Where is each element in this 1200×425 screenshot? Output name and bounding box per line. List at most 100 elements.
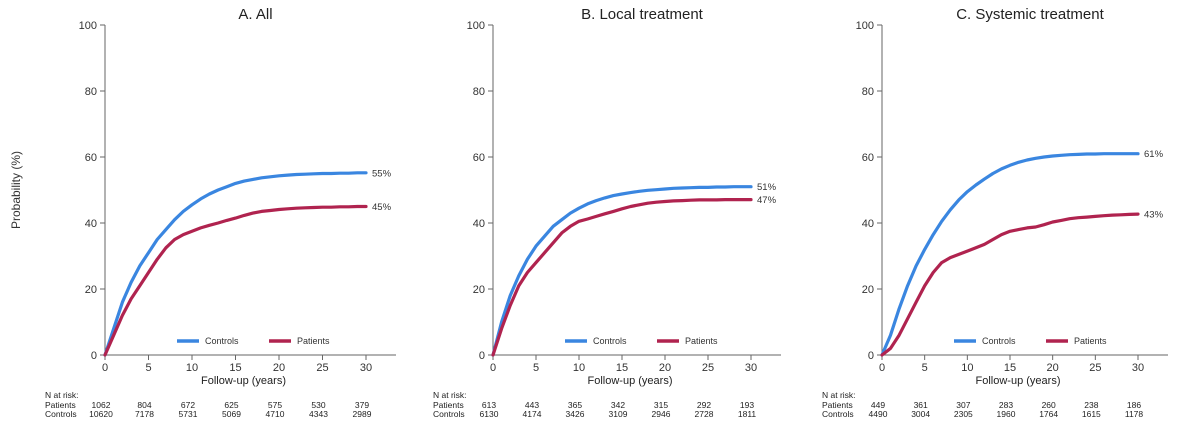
panel-b-title: B. Local treatment [581,6,704,23]
panel-b-y-tick-label: 40 [473,218,485,230]
panel-b-risk-controls-value: 2728 [695,409,714,419]
panel-b: B. Local treatment 0 20 40 60 80 100 0 5 10 15 20 25… [433,6,781,419]
panel-a-risk-controls-value: 7178 [135,409,154,419]
panel-a-series-patients [103,204,368,357]
panel-c-risk-controls-value: 1615 [1082,409,1101,419]
panel-a-risk-controls-value: 2989 [353,409,372,419]
y-axis-label: Probability (%) [9,151,23,229]
panel-a-y-tick-label: 60 [85,152,97,164]
panel-b-risk-header: N at risk: [433,390,467,400]
panel-a-risk-patients-value: 672 [181,400,195,410]
panel-a-title: A. All [238,6,272,23]
panel-a-risk-patients-value: 1062 [92,400,111,410]
panel-b-risk-controls-value: 2946 [652,409,671,419]
panel-b-risk-controls-value: 1811 [738,409,757,419]
panel-c-x-tick-label: 0 [879,362,885,374]
panel-a-risk-controls-value: 5069 [222,409,241,419]
panel-c-risk-controls-value: 1764 [1039,409,1058,419]
panel-a-risk-controls-value: 4710 [266,409,285,419]
panel-c-y-tick-label: 20 [862,284,874,296]
panel-b-risk-patients-value: 613 [482,400,496,410]
panel-b-risk-controls-value: 6130 [480,409,499,419]
panel-b-x-tick-label: 20 [659,362,671,374]
panel-b-end-label-patients: 47% [757,195,777,206]
panel-a-risk-controls-value: 10620 [89,409,113,419]
panel-c-title: C. Systemic treatment [956,6,1104,23]
panel-a-x-tick-label: 20 [273,362,285,374]
panel-c-series-patients [880,212,1140,357]
panel-c-risk-controls-value: 3004 [911,409,930,419]
panel-b-x-tick-label: 5 [533,362,539,374]
panel-b-risk-patients-value: 342 [611,400,625,410]
panel-b-risk-row-label-patients: Patients [433,400,464,410]
panel-c-risk-controls-value: 2305 [954,409,973,419]
panel-b-x-tick-label: 30 [745,362,757,374]
panel-b-y-tick-label: 80 [473,86,485,98]
panel-c-risk-patients-value: 260 [1042,400,1056,410]
panel-b-risk-patients-value: 315 [654,400,668,410]
panel-a-end-label-controls: 55% [372,168,392,179]
panel-b-risk-patients-value: 292 [697,400,711,410]
panel-b-x-tick-label: 25 [702,362,714,374]
panel-b-x-tick-label: 15 [616,362,628,374]
panel-c-y-tick-label: 40 [862,218,874,230]
panel-a-y-tick-label: 100 [79,20,97,32]
panel-c: C. Systemic treatment 0 20 40 60 80 100 0 5 10 15 2… [822,6,1168,419]
panel-c-risk-controls-value: 1178 [1125,409,1144,419]
panel-b-series-controls [491,185,753,357]
panel-a-x-tick-label: 0 [102,362,108,374]
panel-b-risk-controls-value: 4174 [523,409,542,419]
panel-c-y-tick-label: 0 [868,350,874,362]
panel-b-y-tick-label: 100 [467,20,485,32]
panel-c-y-tick-label: 80 [862,86,874,98]
panel-a-y-tick-label: 40 [85,218,97,230]
panel-a-risk-patients-value: 625 [224,400,238,410]
panel-b-risk-controls-value: 3109 [609,409,628,419]
panel-a-risk-controls-value: 5731 [179,409,198,419]
panel-a-x-tick-label: 10 [186,362,198,374]
panel-b-risk-patients-value: 193 [740,400,754,410]
panel-c-legend-label-controls: Controls [982,336,1016,346]
panel-c-risk-controls-value: 4490 [869,409,888,419]
panel-b-series-patients [491,198,753,357]
panel-a-risk-patients-value: 530 [311,400,325,410]
panel-a-y-tick-label: 80 [85,86,97,98]
panel-b-x-tick-label: 10 [573,362,585,374]
panel-a-risk-header: N at risk: [45,390,79,400]
panel-c-risk-row-label-controls: Controls [822,409,854,419]
panel-a-x-tick-label: 30 [360,362,372,374]
panel-b-legend-label-controls: Controls [593,336,627,346]
panel-c-x-tick-label: 30 [1132,362,1144,374]
panel-c-risk-header: N at risk: [822,390,856,400]
panel-c-risk-patients-value: 283 [999,400,1013,410]
panel-c-end-label-patients: 43% [1144,210,1164,221]
panel-b-x-axis-label: Follow-up (years) [588,375,673,387]
panel-c-x-tick-label: 25 [1089,362,1101,374]
panel-c-x-tick-label: 5 [922,362,928,374]
panel-a: A. All 0 20 40 60 80 100 0 5 10 15 20 25 30 Follow-up … [45,6,396,419]
panel-a-x-tick-label: 15 [229,362,241,374]
panel-a-risk-patients-value: 575 [268,400,282,410]
panel-c-risk-patients-value: 238 [1084,400,1098,410]
panel-a-series-controls [103,171,368,357]
panel-a-x-tick-label: 5 [145,362,151,374]
panel-c-risk-row-label-patients: Patients [822,400,853,410]
panel-a-risk-controls-value: 4343 [309,409,328,419]
panel-c-risk-controls-value: 1960 [997,409,1016,419]
panel-b-y-tick-label: 60 [473,152,485,164]
panel-a-risk-row-label-patients: Patients [45,400,76,410]
panel-c-risk-patients-value: 361 [914,400,928,410]
panel-c-x-tick-label: 20 [1047,362,1059,374]
panel-a-risk-patients-value: 804 [137,400,151,410]
panel-b-risk-patients-value: 365 [568,400,582,410]
panel-c-x-tick-label: 15 [1004,362,1016,374]
panel-a-risk-row-label-controls: Controls [45,409,77,419]
panel-b-end-label-controls: 51% [757,182,777,193]
panel-a-y-tick-label: 20 [85,284,97,296]
panel-a-x-tick-label: 25 [316,362,328,374]
panel-c-y-tick-label: 100 [856,20,874,32]
panel-c-x-axis-label: Follow-up (years) [976,375,1061,387]
panel-b-risk-row-label-controls: Controls [433,409,465,419]
